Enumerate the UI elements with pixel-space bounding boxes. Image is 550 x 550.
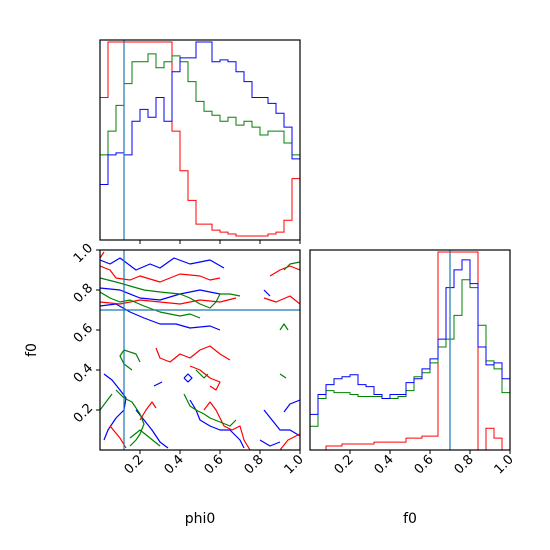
contour-1-line-5 [189, 365, 221, 391]
phi0-xtick-label: 0.4 [162, 452, 187, 477]
contour-2-line-4 [183, 393, 237, 427]
contour-0-line-3 [103, 373, 127, 441]
f0-xtick-label: 1.0 [492, 452, 517, 477]
contour-0-line-8 [283, 399, 300, 413]
histogram-series-0 [310, 251, 510, 450]
contour-1-line-0 [100, 265, 221, 283]
phi0-xtick-label: 0.6 [202, 452, 227, 477]
joint-contour-frame [99, 249, 301, 451]
histogram-series-0 [100, 41, 300, 237]
contour-0-line-2 [100, 303, 221, 331]
contour-1-line-3 [263, 295, 300, 305]
contour-1-line-2 [269, 265, 300, 277]
contour-0-line-6 [263, 409, 300, 437]
contour-2-line-2 [115, 389, 145, 447]
contour-2-line-6 [279, 323, 289, 331]
f0-histogram-panel: 0.2 0.4 0.6 0.8 1.0 f0 [309, 249, 517, 527]
f0-xtick-label: 0.4 [372, 452, 397, 477]
histogram-series-1 [100, 53, 300, 156]
contour-0-line-10 [183, 373, 193, 383]
phi0-xtick-label: 0.2 [122, 452, 147, 477]
contour-2-line-10 [129, 429, 161, 447]
contour-0-line-11 [263, 289, 271, 297]
histogram-series-2 [310, 259, 510, 415]
contour-0-line-5 [189, 399, 245, 449]
contour-1-line-10 [100, 251, 105, 259]
histogram-series-2 [100, 41, 300, 186]
f0-xtick-label: 0.2 [332, 452, 357, 477]
contour-0-line-0 [100, 257, 225, 271]
phi0-histogram-panel [99, 39, 301, 244]
phi0-xtick-label: 0.8 [242, 452, 267, 477]
contour-1-line-6 [139, 401, 157, 421]
contour-2-line-7 [279, 373, 287, 379]
f0-xtick-label: 0.6 [412, 452, 437, 477]
contour-1-line-7 [203, 401, 251, 450]
f0-xtick-label: 0.8 [452, 452, 477, 477]
contour-2-line-9 [283, 261, 300, 271]
contour-2-line-3 [100, 393, 113, 411]
contour-1-line-9 [279, 433, 300, 450]
x-axis-label-phi0: phi0 [185, 511, 216, 527]
contour-2-line-5 [195, 369, 209, 379]
contour-2-line-1 [100, 291, 201, 319]
f0-ytick-label: 0.8 [71, 281, 96, 306]
phi0-xtick-label: 1.0 [282, 452, 307, 477]
contour-0-line-7 [259, 439, 281, 447]
contour-1-line-4 [155, 345, 231, 363]
histogram-series-1 [310, 279, 510, 427]
f0-ytick-label: 1.0 [71, 241, 96, 266]
contour-2-line-8 [119, 349, 141, 371]
phi0-histogram-frame [99, 39, 301, 241]
f0-histogram-frame [309, 249, 511, 451]
f0-ytick-label: 0.6 [71, 321, 96, 346]
contour-0-line-9 [153, 381, 163, 387]
contour-2-line-0 [100, 277, 241, 309]
y-axis-label-f0: f0 [24, 343, 40, 357]
joint-contour-panel: 0.2 0.4 0.6 0.8 1.0 0.2 0.4 0.6 0.8 1.0 phi0 f0 [24, 241, 307, 527]
contour-0-line-1 [100, 287, 221, 301]
f0-ytick-label: 0.2 [71, 401, 96, 426]
f0-ytick-label: 0.4 [71, 361, 96, 386]
x-axis-label-f0: f0 [403, 511, 417, 527]
